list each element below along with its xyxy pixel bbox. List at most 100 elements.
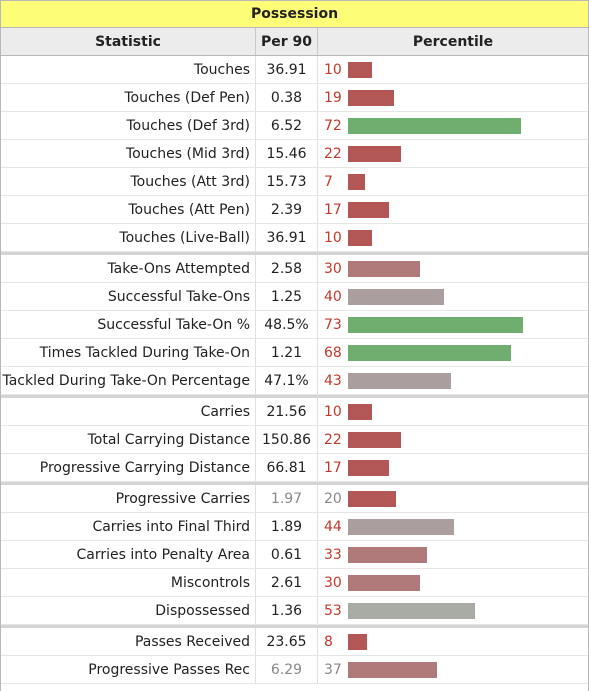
table-title: Possession bbox=[1, 0, 588, 28]
percentile-value: 73 bbox=[324, 317, 342, 333]
percentile-cell: 10 bbox=[318, 398, 588, 425]
per90-value: 1.89 bbox=[256, 513, 318, 540]
percentile-cell: 37 bbox=[318, 656, 588, 683]
table-row: Touches (Def Pen) 0.38 19 bbox=[1, 84, 588, 112]
per90-value: 2.61 bbox=[256, 569, 318, 596]
header-statistic[interactable]: Statistic bbox=[1, 28, 256, 55]
percentile-value: 68 bbox=[324, 345, 342, 361]
stat-name: Touches (Def Pen) bbox=[1, 84, 256, 111]
group-separator bbox=[1, 625, 588, 628]
table-row: Touches (Mid 3rd) 15.46 22 bbox=[1, 140, 588, 168]
percentile-value: 22 bbox=[324, 432, 342, 448]
group-separator bbox=[1, 252, 588, 255]
table-row: Progressive Carrying Distance 66.81 17 bbox=[1, 454, 588, 482]
percentile-bar bbox=[348, 317, 523, 333]
percentile-value: 33 bbox=[324, 547, 342, 563]
stat-name: Carries into Penalty Area bbox=[1, 541, 256, 568]
table-row: Touches (Live-Ball) 36.91 10 bbox=[1, 224, 588, 252]
percentile-cell: 10 bbox=[318, 56, 588, 83]
percentile-cell: 10 bbox=[318, 224, 588, 251]
percentile-value: 43 bbox=[324, 373, 342, 389]
per90-value: 1.25 bbox=[256, 283, 318, 310]
percentile-bar bbox=[348, 146, 401, 162]
percentile-value: 7 bbox=[324, 174, 333, 190]
table-row: Miscontrols 2.61 30 bbox=[1, 569, 588, 597]
table-row: Progressive Passes Rec 6.29 37 bbox=[1, 656, 588, 684]
table-row: Touches 36.91 10 bbox=[1, 56, 588, 84]
per90-value: 47.1% bbox=[256, 367, 318, 394]
per90-value: 0.61 bbox=[256, 541, 318, 568]
percentile-bar bbox=[348, 230, 372, 246]
percentile-bar bbox=[348, 460, 389, 476]
percentile-cell: 17 bbox=[318, 196, 588, 223]
per90-value: 36.91 bbox=[256, 224, 318, 251]
percentile-cell: 40 bbox=[318, 283, 588, 310]
table-row: Progressive Carries 1.97 20 bbox=[1, 485, 588, 513]
percentile-bar bbox=[348, 90, 394, 106]
per90-value: 1.36 bbox=[256, 597, 318, 624]
percentile-cell: 20 bbox=[318, 485, 588, 512]
percentile-bar bbox=[348, 491, 396, 507]
per90-value: 2.39 bbox=[256, 196, 318, 223]
percentile-cell: 17 bbox=[318, 454, 588, 481]
per90-value: 6.29 bbox=[256, 656, 318, 683]
table-row: Touches (Def 3rd) 6.52 72 bbox=[1, 112, 588, 140]
table-row: Successful Take-Ons 1.25 40 bbox=[1, 283, 588, 311]
per90-value: 21.56 bbox=[256, 398, 318, 425]
percentile-value: 44 bbox=[324, 519, 342, 535]
stat-name: Carries into Final Third bbox=[1, 513, 256, 540]
percentile-bar bbox=[348, 662, 437, 678]
header-per90[interactable]: Per 90 bbox=[256, 28, 318, 55]
percentile-cell: 22 bbox=[318, 426, 588, 453]
stat-name: Times Tackled During Take-On bbox=[1, 339, 256, 366]
percentile-cell: 30 bbox=[318, 255, 588, 282]
table-row: Total Carrying Distance 150.86 22 bbox=[1, 426, 588, 454]
percentile-value: 10 bbox=[324, 62, 342, 78]
stat-name: Passes Received bbox=[1, 628, 256, 655]
percentile-value: 30 bbox=[324, 261, 342, 277]
table-header: Statistic Per 90 Percentile bbox=[1, 28, 588, 56]
percentile-bar bbox=[348, 289, 444, 305]
percentile-value: 10 bbox=[324, 404, 342, 420]
group-separator bbox=[1, 482, 588, 485]
table-row: Tackled During Take-On Percentage 47.1% 43 bbox=[1, 367, 588, 395]
stat-name: Successful Take-On % bbox=[1, 311, 256, 338]
stat-name: Touches (Def 3rd) bbox=[1, 112, 256, 139]
table-row: Dispossessed 1.36 53 bbox=[1, 597, 588, 625]
percentile-bar bbox=[348, 373, 451, 389]
per90-value: 150.86 bbox=[256, 426, 318, 453]
percentile-value: 53 bbox=[324, 603, 342, 619]
percentile-bar bbox=[348, 575, 420, 591]
percentile-bar bbox=[348, 519, 454, 535]
percentile-value: 10 bbox=[324, 230, 342, 246]
percentile-cell: 19 bbox=[318, 84, 588, 111]
table-row: Carries into Final Third 1.89 44 bbox=[1, 513, 588, 541]
per90-value: 2.58 bbox=[256, 255, 318, 282]
percentile-value: 8 bbox=[324, 634, 333, 650]
percentile-cell: 73 bbox=[318, 311, 588, 338]
percentile-value: 20 bbox=[324, 491, 342, 507]
percentile-cell: 22 bbox=[318, 140, 588, 167]
percentile-cell: 7 bbox=[318, 168, 588, 195]
per90-value: 6.52 bbox=[256, 112, 318, 139]
percentile-cell: 43 bbox=[318, 367, 588, 394]
header-percentile[interactable]: Percentile bbox=[412, 34, 494, 50]
stat-name: Take-Ons Attempted bbox=[1, 255, 256, 282]
stat-name: Dispossessed bbox=[1, 597, 256, 624]
percentile-cell: 68 bbox=[318, 339, 588, 366]
per90-value: 48.5% bbox=[256, 311, 318, 338]
table-row: Touches (Att Pen) 2.39 17 bbox=[1, 196, 588, 224]
table-row: Carries 21.56 10 bbox=[1, 398, 588, 426]
table-row: Touches (Att 3rd) 15.73 7 bbox=[1, 168, 588, 196]
percentile-value: 40 bbox=[324, 289, 342, 305]
stat-name: Progressive Carries bbox=[1, 485, 256, 512]
table-row: Times Tackled During Take-On 1.21 68 bbox=[1, 339, 588, 367]
percentile-value: 22 bbox=[324, 146, 342, 162]
percentile-bar bbox=[348, 603, 475, 619]
table-row: Successful Take-On % 48.5% 73 bbox=[1, 311, 588, 339]
stat-name: Total Carrying Distance bbox=[1, 426, 256, 453]
percentile-value: 19 bbox=[324, 90, 342, 106]
table-row: Passes Received 23.65 8 bbox=[1, 628, 588, 656]
percentile-cell: 44 bbox=[318, 513, 588, 540]
per90-value: 36.91 bbox=[256, 56, 318, 83]
